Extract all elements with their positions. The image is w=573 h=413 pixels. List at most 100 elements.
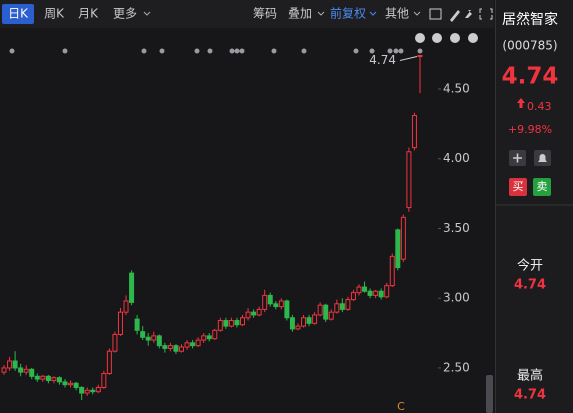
stock-name: 居然智家 [502, 11, 558, 28]
candle-body [45, 375, 51, 382]
buy-button[interactable] [509, 178, 527, 196]
candle-body [84, 389, 90, 394]
candle-body [34, 375, 40, 380]
tool[interactable]: 前复权 [330, 6, 366, 21]
period-selected[interactable] [2, 4, 34, 24]
tool[interactable]: 其他 [385, 7, 409, 21]
candle-body [378, 290, 384, 298]
candle-body [68, 382, 74, 386]
candle-body [134, 318, 140, 331]
candle-body [301, 317, 307, 327]
candle-body [62, 381, 68, 386]
draw-icon[interactable] [450, 10, 460, 22]
candle-body [234, 320, 240, 326]
candle-body [251, 311, 257, 316]
price: 4.74 [502, 64, 559, 90]
close[interactable] [468, 33, 478, 43]
chart-controls [415, 33, 478, 43]
candle-body [145, 336, 151, 341]
candle-body [356, 286, 362, 294]
candle-body [201, 335, 207, 341]
candle-body [178, 346, 184, 352]
candle-body [29, 368, 35, 377]
scrollbar[interactable] [486, 375, 493, 413]
tool[interactable]: 筹码 [253, 7, 277, 21]
candle-body [400, 216, 406, 260]
y-tick-label: 4.50 [443, 81, 470, 95]
candle-body [312, 314, 318, 324]
marker-label: C [397, 400, 405, 413]
candle-body [362, 286, 368, 292]
buy-label[interactable]: 买 [513, 180, 524, 193]
candle-body [151, 335, 157, 341]
candle-body [129, 272, 135, 303]
sell-button[interactable] [533, 178, 551, 196]
bell-icon [538, 154, 547, 162]
period[interactable]: 周K [44, 7, 65, 21]
sell-label[interactable]: 卖 [537, 180, 548, 193]
candle-body [7, 360, 13, 369]
dropdown-caret [317, 11, 325, 16]
candle-body [90, 389, 96, 393]
candle-body [306, 317, 312, 324]
candle-body [12, 360, 18, 369]
candle-body [162, 345, 168, 349]
candle-body [23, 368, 29, 373]
candle-body [245, 311, 251, 319]
candle-body [339, 303, 345, 310]
period[interactable]: 更多 [113, 7, 137, 21]
up-arrow [517, 98, 525, 108]
candle-body [195, 339, 201, 347]
candle-body [51, 377, 57, 382]
candle-body [350, 292, 356, 301]
candle-body [240, 317, 246, 326]
candle-body [411, 114, 417, 149]
period[interactable]: 月K [78, 7, 99, 21]
candle-body [384, 285, 390, 298]
candle-body [323, 304, 329, 320]
y-tick-label: 3.50 [443, 221, 470, 235]
candle-body [167, 345, 173, 349]
event-dots [9, 48, 423, 54]
candle-body [367, 290, 373, 296]
candle-body [73, 382, 79, 388]
candle-body [373, 290, 379, 296]
candle-body [18, 367, 24, 373]
settings[interactable] [450, 33, 460, 43]
eraser-icon[interactable] [465, 10, 472, 18]
zoom-in[interactable] [432, 33, 442, 43]
high-label: 最高 [517, 368, 543, 384]
grid-icon[interactable] [429, 8, 442, 20]
tool[interactable]: 叠加 [288, 7, 312, 21]
open-label: 今开 [517, 258, 543, 274]
candle-body [173, 345, 179, 352]
candle-body [289, 317, 295, 330]
candle-body [284, 300, 290, 319]
period[interactable]: 日K [8, 7, 29, 21]
candle-body [156, 335, 162, 347]
candle-body [1, 367, 7, 373]
candle-body [278, 300, 284, 308]
quote-panel [496, 0, 573, 413]
y-tick-label: 2.50 [443, 360, 470, 374]
candle-body [56, 377, 62, 383]
candle-body [328, 311, 334, 320]
y-tick-label: 4.00 [443, 151, 470, 165]
fullscreen-icon[interactable] [479, 8, 493, 20]
change-pct: +9.98% [508, 123, 552, 136]
candle-body [106, 350, 112, 375]
plus-icon [513, 153, 522, 163]
candle-body [345, 299, 351, 310]
candle-body [190, 342, 196, 347]
max-arrow [399, 56, 418, 62]
candle-body [101, 373, 107, 388]
zoom-out[interactable] [415, 33, 425, 43]
dropdown-caret [369, 11, 377, 16]
candle-body [212, 329, 218, 340]
candle-body [223, 320, 229, 327]
candle-body [262, 294, 268, 310]
candle-body [295, 325, 301, 330]
candle-body [317, 304, 323, 316]
stock-code: (000785) [502, 39, 557, 53]
